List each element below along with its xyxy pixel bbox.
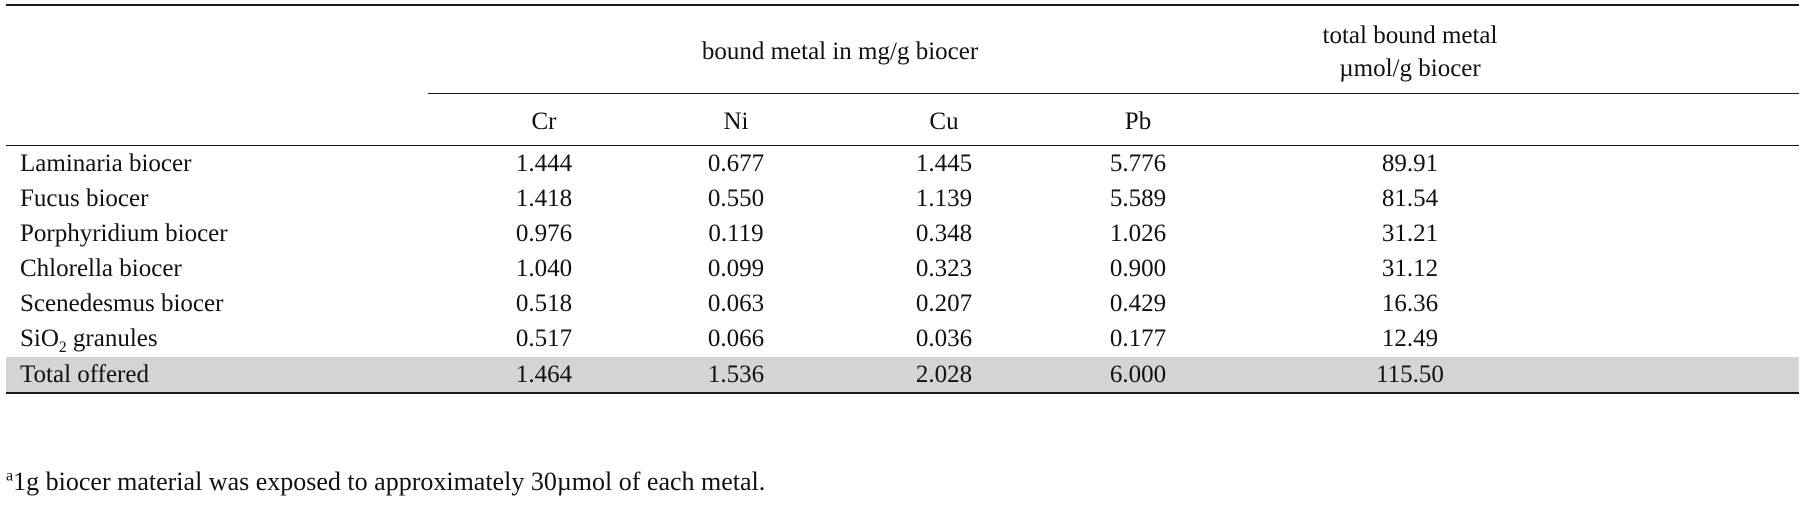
- cell-total: 81.54: [1381, 185, 1439, 212]
- total-row-label: Total offered: [20, 361, 149, 388]
- row-label: Laminaria biocer: [20, 150, 192, 177]
- cell-total: 89.91: [1381, 150, 1439, 177]
- cell-cr: 1.040: [515, 255, 573, 282]
- total-cell-cr: 1.464: [515, 361, 573, 388]
- cell-pb: 5.776: [1109, 150, 1167, 177]
- cell-cu: 0.036: [915, 325, 973, 352]
- row-label: SiO2 granules: [20, 324, 158, 356]
- column-header-cu: Cu: [929, 108, 959, 135]
- group-header-rule: [428, 93, 1799, 94]
- cell-pb: 0.429: [1109, 290, 1167, 317]
- footnote-marker: a: [6, 467, 14, 485]
- cell-cr: 0.518: [515, 290, 573, 317]
- cell-pb: 0.177: [1109, 325, 1167, 352]
- cell-total: 31.21: [1381, 220, 1439, 247]
- row-label: Porphyridium biocer: [20, 220, 228, 247]
- column-header-ni: Ni: [723, 108, 749, 135]
- cell-ni: 0.066: [707, 325, 765, 352]
- total-row-shading: [6, 357, 1799, 393]
- group-header: bound metal in mg/g biocer: [701, 38, 979, 65]
- row-label: Fucus biocer: [20, 185, 149, 212]
- cell-total: 16.36: [1381, 290, 1439, 317]
- row-label-rest: granules: [66, 325, 158, 352]
- cell-cu: 1.445: [915, 150, 973, 177]
- cell-pb: 0.900: [1109, 255, 1167, 282]
- row-label: Scenedesmus biocer: [20, 290, 224, 317]
- cell-total: 12.49: [1381, 325, 1439, 352]
- row-label-subscript: 2: [58, 339, 67, 356]
- bottom-rule: [6, 392, 1799, 394]
- cell-total: 31.12: [1381, 255, 1439, 282]
- cell-cu: 1.139: [915, 185, 973, 212]
- cell-cr: 1.418: [515, 185, 573, 212]
- cell-ni: 0.550: [707, 185, 765, 212]
- cell-ni: 0.063: [707, 290, 765, 317]
- cell-cu: 0.348: [915, 220, 973, 247]
- cell-cr: 1.444: [515, 150, 573, 177]
- table-footnote: a1g biocer material was exposed to appro…: [6, 466, 765, 498]
- cell-pb: 5.589: [1109, 185, 1167, 212]
- cell-ni: 0.099: [707, 255, 765, 282]
- total-header-line1: total bound metal: [1322, 22, 1498, 49]
- cell-ni: 0.119: [708, 220, 764, 247]
- total-cell-total: 115.50: [1376, 361, 1444, 388]
- row-label-main: SiO: [20, 325, 59, 352]
- total-cell-ni: 1.536: [707, 361, 765, 388]
- total-header-line2: µmol/g biocer: [1339, 55, 1481, 82]
- cell-cu: 0.207: [915, 290, 973, 317]
- total-cell-pb: 6.000: [1109, 361, 1167, 388]
- cell-cu: 0.323: [915, 255, 973, 282]
- cell-ni: 0.677: [707, 150, 765, 177]
- cell-cr: 0.517: [515, 325, 573, 352]
- column-header-rule: [6, 145, 1799, 146]
- cell-cr: 0.976: [515, 220, 573, 247]
- row-label: Chlorella biocer: [20, 255, 182, 282]
- column-header-pb: Pb: [1124, 108, 1152, 135]
- total-cell-cu: 2.028: [915, 361, 973, 388]
- column-header-cr: Cr: [531, 108, 557, 135]
- cell-pb: 1.026: [1109, 220, 1167, 247]
- footnote-text: 1g biocer material was exposed to approx…: [13, 467, 766, 496]
- top-rule: [6, 4, 1799, 6]
